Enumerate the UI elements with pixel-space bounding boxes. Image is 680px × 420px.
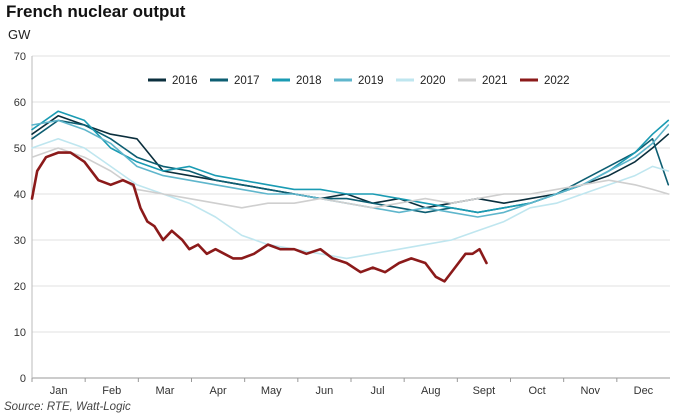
series-line-2020 [31, 138, 670, 260]
series-line-2022 [30, 151, 488, 283]
chart-title: French nuclear output [6, 2, 186, 21]
x-tick-label: May [261, 385, 282, 397]
x-tick-label: Nov [580, 385, 600, 397]
x-tick-label: Aug [421, 385, 441, 397]
x-tick-label: Mar [155, 385, 174, 397]
y-tick-label: 20 [14, 281, 26, 293]
legend-label-2021: 2021 [482, 75, 508, 87]
x-tick-label: Jul [371, 385, 385, 397]
y-tick-label: 10 [14, 327, 26, 339]
y-axis: 0 10 20 30 40 50 60 70 [14, 51, 33, 385]
legend: 2016 2017 2018 2019 2020 2021 2022 [148, 75, 570, 87]
legend-label-2016: 2016 [172, 75, 198, 87]
x-tick-label: Jan [50, 385, 68, 397]
y-tick-label: 40 [14, 189, 26, 201]
series-line-2019 [31, 119, 670, 218]
legend-label-2022: 2022 [544, 75, 570, 87]
series-lines [30, 110, 670, 283]
y-tick-label: 50 [14, 143, 26, 155]
y-tick-label: 0 [20, 373, 26, 385]
y-tick-label: 60 [14, 97, 26, 109]
x-tick-label: Oct [529, 385, 546, 397]
x-tick-label: Feb [102, 385, 121, 397]
legend-label-2020: 2020 [420, 75, 446, 87]
legend-label-2018: 2018 [296, 75, 322, 87]
series-line-2021 [31, 147, 670, 209]
x-tick-label: Apr [210, 385, 227, 397]
y-tick-label: 30 [14, 235, 26, 247]
y-axis-unit-label: GW [8, 27, 31, 42]
legend-label-2019: 2019 [358, 75, 384, 87]
y-tick-label: 70 [14, 51, 26, 63]
x-tick-label: Dec [634, 385, 654, 397]
source-note: Source: RTE, Watt-Logic [4, 401, 131, 413]
grid-lines [32, 55, 670, 379]
x-tick-label: Sept [473, 385, 496, 397]
series-line-2017 [31, 119, 670, 214]
legend-label-2017: 2017 [234, 75, 260, 87]
x-axis: Jan Feb Mar Apr May Jun Jul Aug Sept Oct Nov Dec [31, 378, 654, 397]
x-tick-label: Jun [316, 385, 334, 397]
